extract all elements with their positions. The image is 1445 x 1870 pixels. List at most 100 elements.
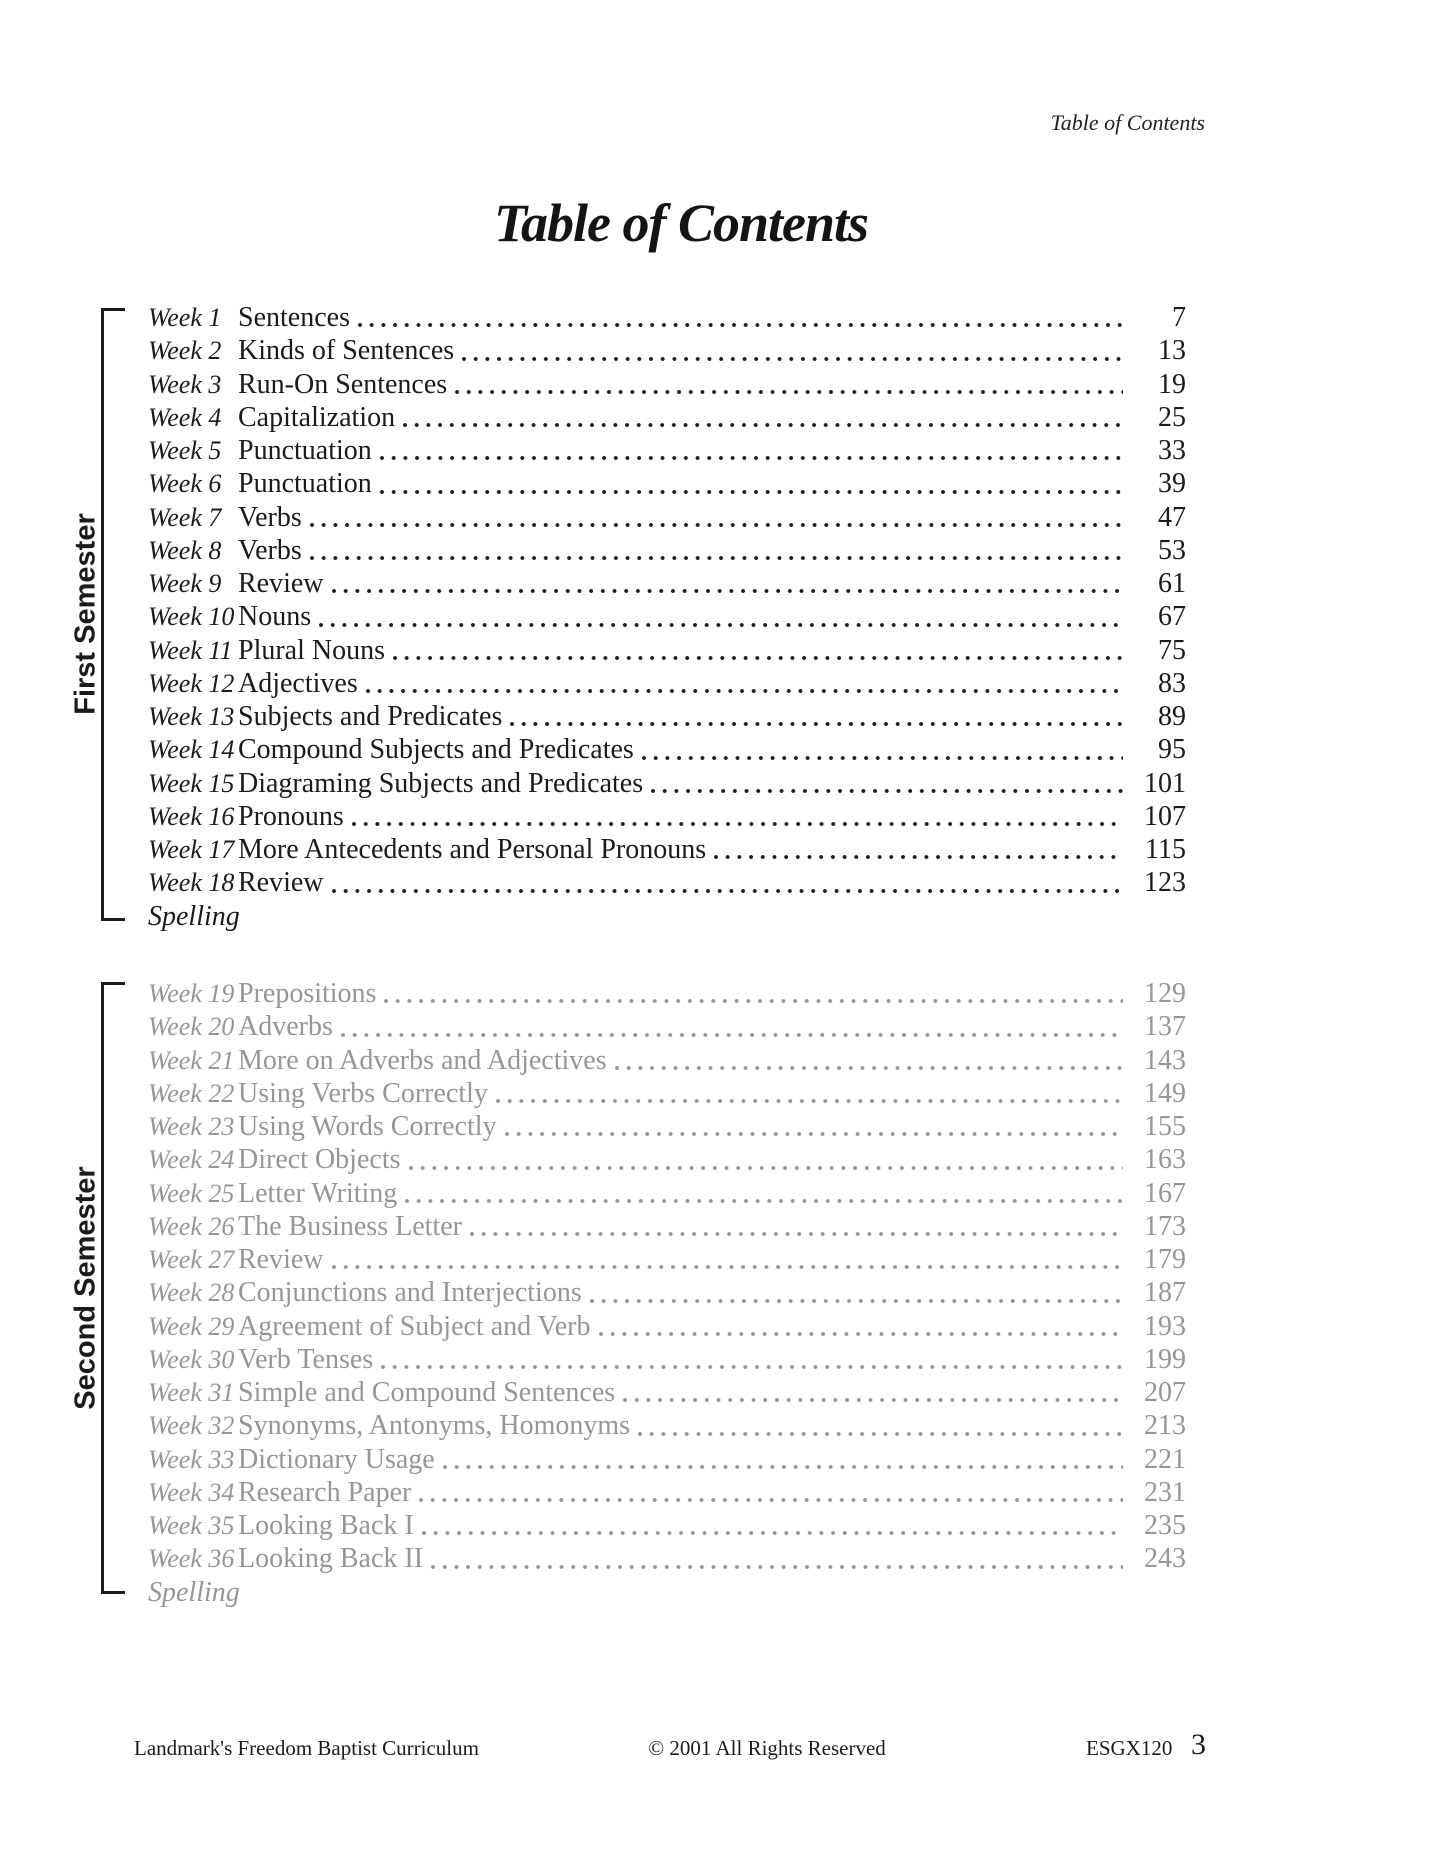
- spelling-label: Spelling: [148, 900, 240, 932]
- week-label: Week 24: [148, 1145, 235, 1175]
- dot-leader: [469, 1231, 1123, 1237]
- toc-row: Week 22 Using Verbs Correctly 149: [148, 1078, 1186, 1111]
- dot-leader: [651, 787, 1123, 794]
- entry-title: Compound Subjects and Predicates: [238, 734, 634, 766]
- entry-title: Conjunctions and Interjections: [238, 1277, 582, 1309]
- dot-leader: [598, 1330, 1123, 1337]
- entry-title: Using Words Correctly: [238, 1111, 497, 1142]
- toc-row: Week 28 Conjunctions and Interjections 187: [148, 1277, 1186, 1310]
- entry-title: Plural Nouns: [238, 634, 385, 666]
- entry-title: Dictionary Usage: [238, 1443, 435, 1475]
- dot-leader: [419, 1497, 1123, 1503]
- entry-title: Verbs: [238, 534, 302, 566]
- week-label: Week 22: [148, 1078, 235, 1108]
- toc-row: Week 14 Compound Subjects and Predicates 9…: [148, 734, 1186, 767]
- toc-row: Week 7 Verbs 47: [148, 502, 1186, 535]
- week-label: Week 32: [148, 1411, 235, 1441]
- entry-page-number: 129: [1144, 978, 1186, 1009]
- second-semester-rows: Week 19 Prepositions 129 Week 20 Adverbs 137 W…: [148, 978, 1186, 1610]
- week-label: Week 20: [148, 1012, 235, 1042]
- entry-page-number: 39: [1158, 468, 1186, 500]
- dot-leader: [442, 1463, 1123, 1470]
- entry-page-number: 199: [1144, 1343, 1186, 1375]
- week-label: Week 12: [148, 668, 235, 698]
- week-label: Week 5: [148, 436, 222, 465]
- dot-leader: [408, 1164, 1123, 1171]
- toc-row: Week 4 Capitalization 25: [148, 402, 1186, 435]
- dot-leader: [403, 422, 1123, 428]
- dot-leader: [504, 1131, 1123, 1138]
- dot-leader: [495, 1098, 1123, 1104]
- dot-leader: [381, 1364, 1123, 1370]
- first-semester-label: First Semester: [69, 513, 102, 715]
- entry-page-number: 163: [1144, 1144, 1186, 1176]
- week-label: Week 17: [148, 835, 235, 864]
- dot-leader: [384, 998, 1123, 1005]
- entry-title: Run-On Sentences: [238, 368, 448, 400]
- week-label: Week 8: [148, 535, 222, 565]
- entry-title: Pronouns: [238, 800, 344, 832]
- entry-title: Simple and Compound Sentences: [238, 1377, 616, 1408]
- toc-row: Week 36 Looking Back II 243: [148, 1543, 1186, 1576]
- week-label: Week 16: [148, 801, 235, 831]
- week-label: Week 15: [148, 768, 235, 798]
- toc-row: Week 2 Kinds of Sentences 13: [148, 335, 1186, 368]
- entry-page-number: 187: [1144, 1277, 1186, 1309]
- toc-row: Week 24 Direct Objects 163: [148, 1144, 1186, 1177]
- entry-page-number: 47: [1158, 501, 1186, 533]
- toc-row: Week 33 Dictionary Usage 221: [148, 1444, 1186, 1477]
- entry-title: Synonyms, Antonyms, Homonyms: [238, 1410, 631, 1442]
- entry-title: Nouns: [238, 601, 312, 633]
- entry-page-number: 221: [1144, 1443, 1186, 1475]
- entry-page-number: 107: [1144, 800, 1186, 832]
- entry-title: Punctuation: [238, 468, 372, 500]
- entry-page-number: 137: [1144, 1011, 1186, 1043]
- dot-leader: [421, 1530, 1123, 1537]
- entry-page-number: 7: [1172, 302, 1186, 333]
- toc-row: Week 6 Punctuation 39: [148, 468, 1186, 501]
- entry-title: Using Verbs Correctly: [238, 1077, 488, 1109]
- entry-title: Research Paper: [238, 1476, 412, 1508]
- entry-title: Looking Back II: [238, 1543, 424, 1575]
- first-semester-rows: Week 1 Sentences 7 Week 2 Kinds of Sentences…: [148, 302, 1186, 934]
- dot-leader: [379, 488, 1123, 495]
- toc-row: Week 19 Prepositions 129: [148, 978, 1186, 1011]
- second-semester-label: Second Semester: [69, 1166, 102, 1410]
- week-label: Week 25: [148, 1178, 235, 1208]
- dot-leader: [638, 1430, 1123, 1437]
- entry-page-number: 149: [1144, 1077, 1186, 1109]
- week-label: Week 31: [148, 1378, 235, 1407]
- week-label: Week 4: [148, 402, 222, 432]
- entry-page-number: 25: [1158, 401, 1186, 433]
- toc-row: Week 26 The Business Letter 173: [148, 1211, 1186, 1244]
- entry-title: Adverbs: [238, 1011, 333, 1043]
- week-label: Week 35: [148, 1511, 235, 1540]
- entry-title: The Business Letter: [238, 1210, 462, 1242]
- dot-leader: [357, 322, 1123, 329]
- toc-row: Week 17 More Antecedents and Personal Pro…: [148, 834, 1186, 867]
- dot-leader: [351, 821, 1123, 827]
- toc-row: Week 3 Run-On Sentences 19: [148, 369, 1186, 402]
- week-label: Week 6: [148, 469, 222, 499]
- entry-title: Verb Tenses: [238, 1343, 374, 1375]
- footer-product-code: ESGX120: [1086, 1736, 1173, 1760]
- dot-leader: [431, 1563, 1123, 1570]
- entry-title: Subjects and Predicates: [238, 701, 503, 732]
- toc-row: Week 15 Diagraming Subjects and Predicate…: [148, 768, 1186, 801]
- dot-leader: [319, 621, 1123, 628]
- entry-page-number: 19: [1158, 368, 1186, 400]
- entry-title: Prepositions: [238, 978, 377, 1009]
- dot-leader: [405, 1197, 1123, 1204]
- entry-title: More Antecedents and Personal Pronouns: [238, 834, 707, 865]
- entry-page-number: 13: [1158, 335, 1186, 367]
- toc-row: Week 8 Verbs 53: [148, 535, 1186, 568]
- toc-row: Week 30 Verb Tenses 199: [148, 1344, 1186, 1377]
- dot-leader: [455, 388, 1123, 395]
- toc-row: Week 11 Plural Nouns 75: [148, 635, 1186, 668]
- toc-row: Week 34 Research Paper 231: [148, 1477, 1186, 1510]
- entry-page-number: 173: [1144, 1210, 1186, 1242]
- dot-leader: [309, 521, 1123, 528]
- toc-row: Week 29 Agreement of Subject and Verb 193: [148, 1311, 1186, 1344]
- toc-row: Week 1 Sentences 7: [148, 302, 1186, 335]
- dot-leader: [510, 721, 1123, 728]
